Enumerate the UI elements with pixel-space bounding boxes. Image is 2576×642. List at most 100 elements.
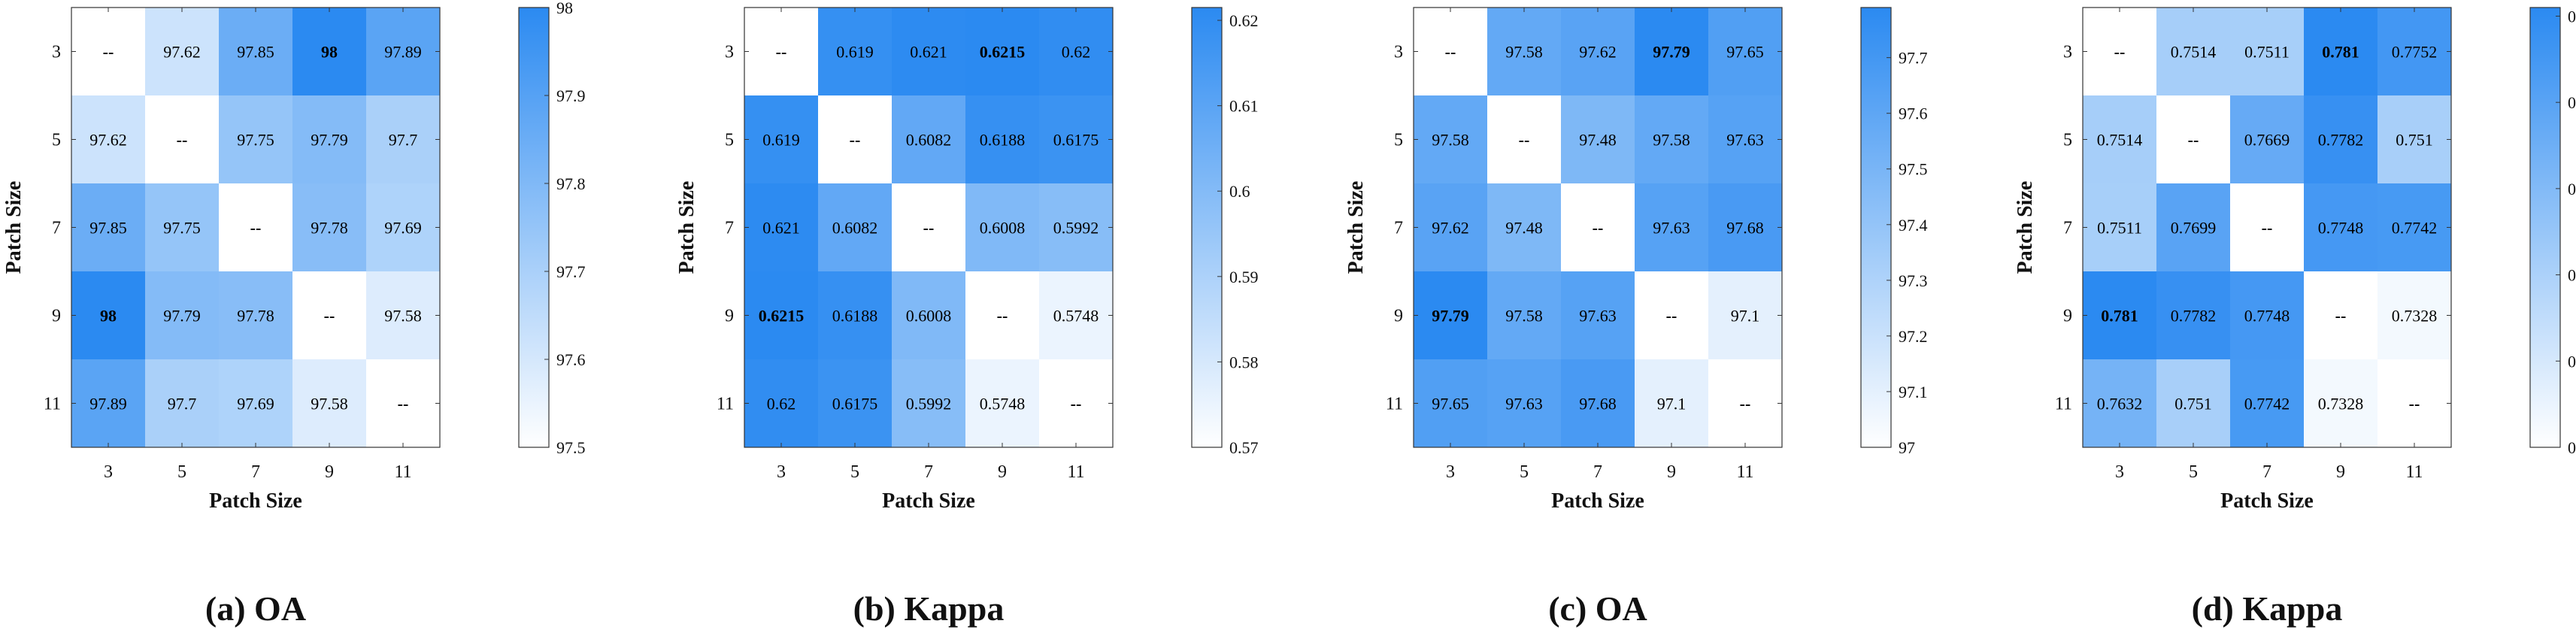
cell-value-label: 97.78 [311, 219, 348, 238]
x-tick-label: 11 [394, 462, 411, 482]
y-tick-label: 5 [2063, 131, 2072, 150]
cell-value-label: 0.6175 [1053, 131, 1099, 150]
cell-value-label: -- [1071, 395, 1082, 413]
cell-value-label: 97.78 [237, 307, 274, 326]
cell-value-label: 0.619 [762, 131, 800, 150]
heatmap-cell [2304, 8, 2377, 95]
heatmap-cell [2156, 95, 2230, 183]
y-tick-label: 7 [52, 219, 61, 238]
cell-value-label: 0.6008 [980, 219, 1026, 238]
cell-value-label: 97.63 [1505, 395, 1543, 413]
cell-value-label: 97.63 [1726, 131, 1764, 150]
cell-value-label: 98 [321, 43, 338, 62]
cell-value-label: 0.7669 [2244, 131, 2290, 150]
cell-value-label: 0.7328 [2392, 307, 2438, 326]
cell-value-label: 97.62 [163, 43, 201, 62]
heatmap-cell [1635, 359, 1708, 447]
y-tick-label: 9 [2063, 307, 2072, 326]
panel-caption: (b) Kappa [853, 589, 1005, 628]
heatmap-cell [292, 359, 366, 447]
heatmap-cell [2377, 183, 2451, 271]
cell-value-label: 0.7511 [2244, 43, 2290, 62]
cell-value-label: 97.58 [1505, 43, 1543, 62]
cell-value-label: 0.7699 [2171, 219, 2217, 238]
colorbar-tick-label: 0.77 [2568, 93, 2576, 112]
y-tick-label: 5 [52, 131, 61, 150]
x-tick-label: 5 [850, 462, 859, 482]
colorbar-tick-label: 0.76 [2568, 180, 2576, 198]
cell-value-label: -- [1445, 43, 1456, 62]
colorbar-tick-label: 97.8 [556, 174, 586, 193]
cell-value-label: 0.5992 [906, 395, 952, 413]
colorbar-tick-label: 0.62 [1229, 11, 1259, 30]
heatmap-cell [2304, 359, 2377, 447]
colorbar [1860, 7, 1892, 448]
heatmap-cell [965, 8, 1039, 95]
x-axis-label: Patch Size [882, 489, 975, 513]
cell-value-label: 0.6215 [980, 43, 1026, 62]
colorbar-tick-label: 97.4 [1899, 216, 1928, 235]
heatmap-cell [2304, 183, 2377, 271]
heatmap-cell [965, 95, 1039, 183]
heatmap-cell [1487, 183, 1561, 271]
heatmap-cell [2083, 95, 2156, 183]
x-tick-label: 5 [2189, 462, 2198, 482]
y-tick-label: 11 [2055, 395, 2072, 414]
heatmap-cell [1708, 8, 1782, 95]
cell-value-label: -- [1740, 395, 1751, 413]
cell-value-label: -- [250, 219, 262, 238]
cell-value-label: -- [398, 395, 409, 413]
cell-value-label: 97.75 [163, 219, 201, 238]
heatmap-cell [1561, 183, 1635, 271]
heatmap-cell [71, 95, 145, 183]
x-tick-label: 7 [251, 462, 260, 482]
heatmap-cell [1635, 271, 1708, 359]
cell-value-label: -- [1593, 219, 1604, 238]
heatmap-cell [145, 8, 219, 95]
y-tick-label: 5 [725, 131, 734, 150]
y-tick-label: 11 [717, 395, 734, 414]
heatmap-cell [2377, 8, 2451, 95]
cell-value-label: 0.7511 [2097, 219, 2142, 238]
cell-value-label: 0.7752 [2392, 43, 2438, 62]
cell-value-label: 0.7514 [2171, 43, 2217, 62]
cell-value-label: 97.68 [1579, 395, 1617, 413]
x-tick-label: 7 [924, 462, 933, 482]
heatmap-cell [2377, 271, 2451, 359]
heatmap-cell [892, 271, 965, 359]
cell-value-label: 0.7328 [2318, 395, 2364, 413]
colorbar-tick-label: 0.61 [1229, 97, 1259, 116]
heatmap-cell [1487, 271, 1561, 359]
cell-value-label: 0.7748 [2318, 219, 2364, 238]
heatmap-cell [2377, 95, 2451, 183]
heatmap-cell [2377, 359, 2451, 447]
heatmap-cell [1414, 271, 1487, 359]
cell-value-label: 0.781 [2101, 307, 2138, 326]
heatmap-cell [219, 359, 292, 447]
heatmap-cell [1039, 95, 1113, 183]
cell-value-label: 97.89 [89, 395, 127, 413]
cell-value-label: 97.63 [1653, 219, 1690, 238]
cell-value-label: 97.58 [384, 307, 422, 326]
y-tick-label: 11 [44, 395, 61, 414]
heatmap-cell [1708, 183, 1782, 271]
cell-value-label: 0.7742 [2244, 395, 2290, 413]
heatmap-cell [1039, 359, 1113, 447]
cell-value-label: 97.7 [168, 395, 197, 413]
cell-value-label: 0.751 [2396, 131, 2433, 150]
cell-value-label: 0.7782 [2171, 307, 2217, 326]
cell-value-label: -- [923, 219, 935, 238]
cell-value-label: 0.5748 [980, 395, 1026, 413]
heatmap-cell [744, 8, 818, 95]
cell-value-label: -- [2335, 307, 2347, 326]
heatmap-cell [2083, 359, 2156, 447]
colorbar-tick-label: 97.6 [556, 350, 586, 369]
colorbar-tick-label: 97.1 [1899, 383, 1928, 401]
cell-value-label: -- [776, 43, 787, 62]
y-tick-label: 11 [1386, 395, 1403, 414]
heatmap-cell [818, 183, 892, 271]
colorbar-tick-label: 0.78 [2568, 7, 2576, 26]
heatmap-cell [2230, 271, 2304, 359]
heatmap-cell [71, 271, 145, 359]
